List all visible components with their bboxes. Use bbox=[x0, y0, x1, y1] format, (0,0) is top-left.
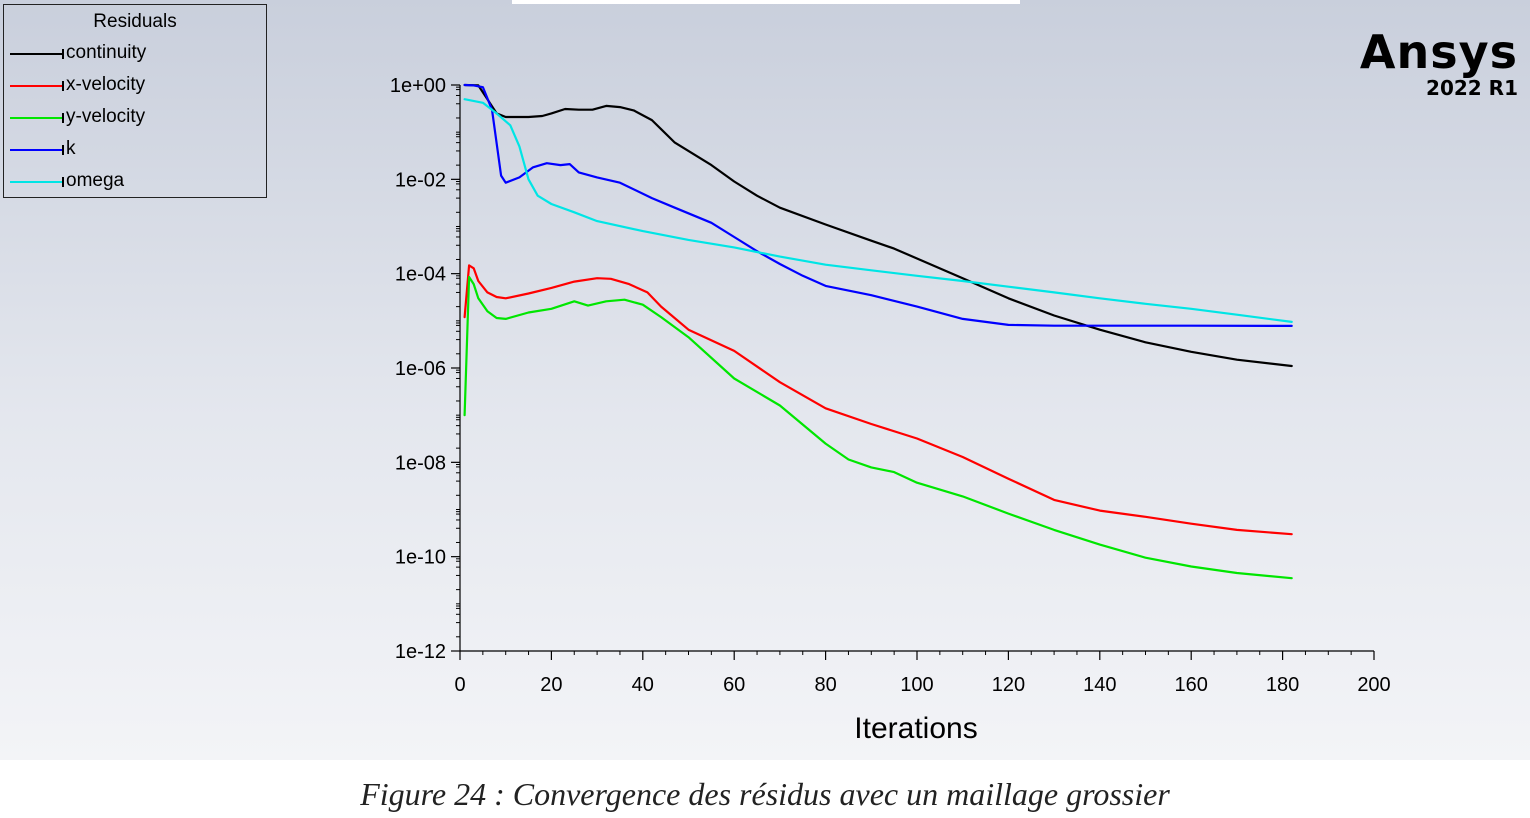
ansys-brand: Ansys bbox=[1359, 25, 1518, 79]
legend-marker bbox=[62, 177, 64, 187]
plot-panel: 0 20 40 60 80 100 120 140 160 180 200 1e+00 1e-02 1e-… bbox=[0, 0, 1530, 760]
x-tick-label: 40 bbox=[632, 674, 654, 696]
series-line-x-velocity bbox=[463, 264, 1293, 536]
legend-title: Residuals bbox=[93, 11, 177, 32]
legend-label: k bbox=[66, 138, 76, 159]
legend-marker bbox=[62, 113, 64, 123]
x-tick-label: 200 bbox=[1357, 674, 1390, 696]
x-tick-label: 60 bbox=[723, 674, 745, 696]
legend: Residuals continuity x-velocity y-velocity… bbox=[3, 4, 267, 198]
legend-label: omega bbox=[66, 170, 125, 191]
series-line-y-velocity bbox=[463, 275, 1293, 580]
residuals-chart: 0 20 40 60 80 100 120 140 160 180 200 1e+00 1e-02 1e-… bbox=[390, 75, 1391, 745]
series-line-continuity bbox=[463, 83, 1293, 368]
legend-swatch bbox=[10, 181, 62, 183]
figure-caption: Figure 24 : Convergence des résidus avec… bbox=[360, 776, 1170, 812]
legend-swatch bbox=[10, 117, 62, 119]
x-tick-label: 20 bbox=[540, 674, 562, 696]
y-tick-label: 1e-04 bbox=[395, 264, 446, 286]
y-tick-label: 1e-08 bbox=[395, 452, 446, 474]
legend-marker bbox=[62, 81, 64, 91]
x-tick-label: 0 bbox=[454, 674, 465, 696]
x-tick-label: 140 bbox=[1083, 674, 1116, 696]
y-tick-label: 1e-12 bbox=[395, 641, 446, 663]
ansys-version: 2022 R1 bbox=[1426, 76, 1518, 100]
x-axis-label: Iterations bbox=[854, 712, 977, 745]
legend-swatch bbox=[10, 149, 62, 151]
series-line-omega bbox=[463, 98, 1293, 323]
legend-marker bbox=[62, 145, 64, 155]
x-tick-label: 160 bbox=[1175, 674, 1208, 696]
legend-label: continuity bbox=[66, 42, 147, 63]
x-tick-label: 120 bbox=[992, 674, 1025, 696]
ansys-logo: Ansys 2022 R1 bbox=[1360, 28, 1518, 100]
legend-swatch bbox=[10, 53, 62, 55]
y-tick-label: 1e-02 bbox=[395, 169, 446, 191]
legend-label: y-velocity bbox=[66, 106, 146, 127]
series-group bbox=[463, 83, 1293, 580]
top-notch bbox=[512, 0, 1020, 4]
x-tick-label: 180 bbox=[1266, 674, 1299, 696]
y-tick-label: 1e-06 bbox=[395, 358, 446, 380]
series-line-k bbox=[463, 83, 1293, 327]
y-tick-label: 1e+00 bbox=[390, 75, 446, 97]
legend-marker bbox=[62, 49, 64, 59]
legend-label: x-velocity bbox=[66, 74, 146, 95]
axes: 0 20 40 60 80 100 120 140 160 180 200 1e+00 1e-02 1e-… bbox=[390, 75, 1391, 696]
legend-swatch bbox=[10, 85, 62, 87]
x-tick-label: 100 bbox=[900, 674, 933, 696]
x-tick-label: 80 bbox=[814, 674, 836, 696]
y-tick-label: 1e-10 bbox=[395, 547, 446, 569]
